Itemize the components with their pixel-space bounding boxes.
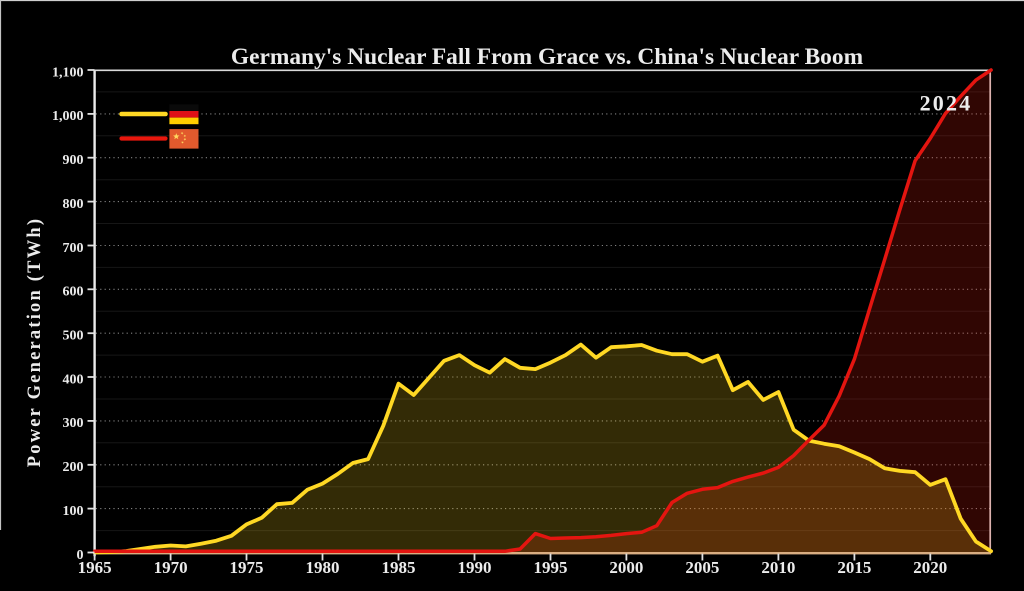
svg-text:1,100: 1,100 xyxy=(52,65,84,80)
svg-text:900: 900 xyxy=(63,153,84,168)
svg-text:200: 200 xyxy=(63,460,84,475)
svg-text:1980: 1980 xyxy=(306,558,340,577)
svg-text:1,000: 1,000 xyxy=(52,109,84,124)
svg-text:1975: 1975 xyxy=(230,558,264,577)
svg-text:Power Generation (TWh): Power Generation (TWh) xyxy=(25,217,45,468)
svg-text:2000: 2000 xyxy=(609,558,643,577)
svg-text:700: 700 xyxy=(63,241,84,256)
svg-text:2015: 2015 xyxy=(837,558,871,577)
svg-text:1990: 1990 xyxy=(458,558,492,577)
svg-text:1970: 1970 xyxy=(154,558,188,577)
svg-text:2020: 2020 xyxy=(913,558,947,577)
svg-text:2005: 2005 xyxy=(685,558,719,577)
svg-text:400: 400 xyxy=(63,372,84,387)
svg-text:300: 300 xyxy=(63,416,84,431)
svg-text:1985: 1985 xyxy=(382,558,416,577)
svg-text:Germany's Nuclear Fall From Gr: Germany's Nuclear Fall From Grace vs. Ch… xyxy=(231,44,864,70)
svg-text:800: 800 xyxy=(63,197,84,212)
svg-text:500: 500 xyxy=(63,329,84,344)
svg-text:2010: 2010 xyxy=(761,558,795,577)
svg-text:100: 100 xyxy=(63,504,84,519)
svg-text:1995: 1995 xyxy=(534,558,568,577)
svg-text:2024: 2024 xyxy=(920,91,973,116)
svg-text:600: 600 xyxy=(63,285,84,300)
svg-text:0: 0 xyxy=(77,548,84,563)
svg-text:1965: 1965 xyxy=(78,558,112,577)
